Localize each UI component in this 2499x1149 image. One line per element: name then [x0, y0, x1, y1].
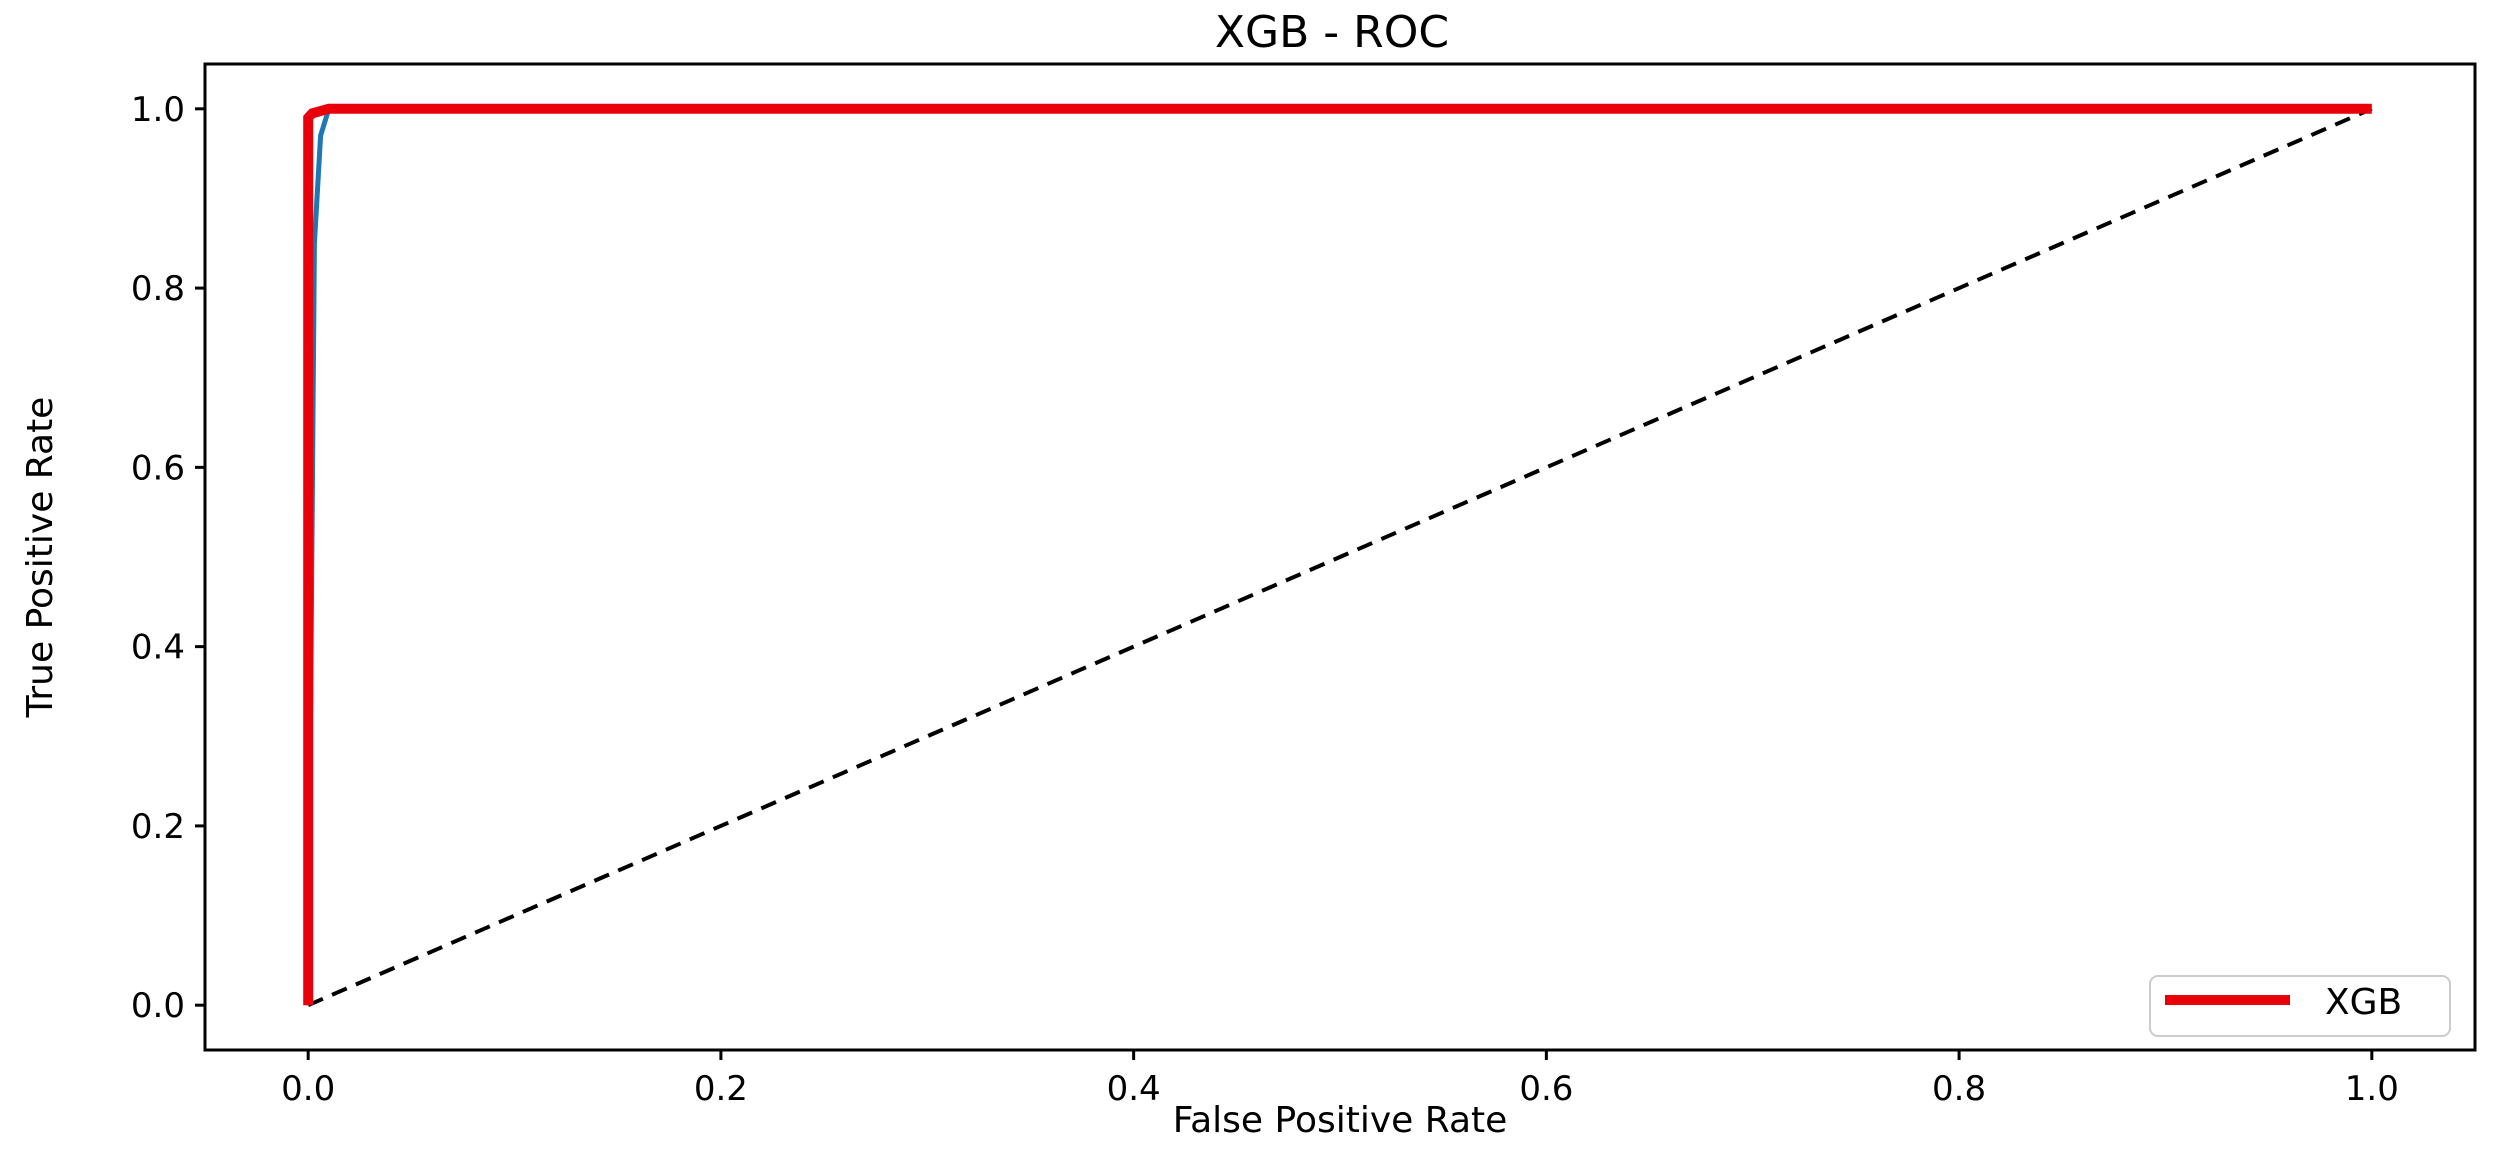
chance-diagonal: [307, 106, 2373, 1008]
roc-curve-xgb: [303, 103, 2372, 1006]
x-axis-ticks: 0.0 0.2 0.4 0.6 0.8 1.0: [281, 1050, 2399, 1109]
legend-box: [2149, 975, 2451, 1037]
y-axis-label: True Positive Rate: [20, 397, 61, 719]
y-tick-label: 0.0: [131, 986, 185, 1026]
legend: XGB: [2149, 975, 2451, 1037]
x-axis-label: False Positive Rate: [1173, 1100, 1508, 1141]
x-tick-label: 1.0: [2345, 1069, 2399, 1109]
y-axis-ticks: 0.0 0.2 0.4 0.6 0.8 1.0: [131, 90, 205, 1026]
y-tick-label: 0.2: [131, 807, 185, 847]
x-tick-label: 0.4: [1107, 1069, 1161, 1109]
y-tick-label: 0.6: [131, 448, 185, 488]
y-tick-label: 0.4: [131, 628, 185, 668]
series-layer: [303, 103, 2373, 1008]
x-tick-label: 0.8: [1932, 1069, 1986, 1109]
x-tick-label: 0.6: [1519, 1069, 1573, 1109]
plot-frame: [203, 62, 2477, 1052]
x-tick-label: 0.2: [694, 1069, 748, 1109]
y-tick-label: 1.0: [131, 90, 185, 130]
legend-label-xgb: XGB: [2325, 982, 2402, 1023]
chart-title: XGB - ROC: [1215, 7, 1449, 58]
x-tick-label: 0.0: [281, 1069, 335, 1109]
y-tick-label: 0.8: [131, 269, 185, 309]
